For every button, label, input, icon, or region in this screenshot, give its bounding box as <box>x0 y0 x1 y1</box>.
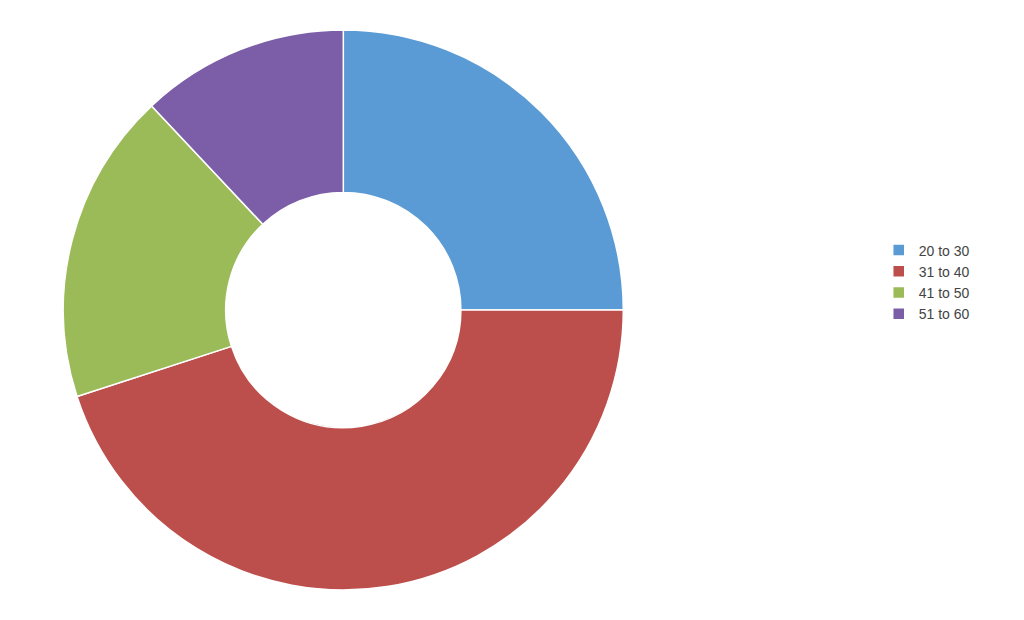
svg-text:31 to 40: 31 to 40 <box>919 264 970 280</box>
svg-text:20 to 30: 20 to 30 <box>919 243 970 259</box>
svg-text:41 to 50: 41 to 50 <box>919 285 970 301</box>
svg-text:51 to 60: 51 to 60 <box>919 306 970 322</box>
